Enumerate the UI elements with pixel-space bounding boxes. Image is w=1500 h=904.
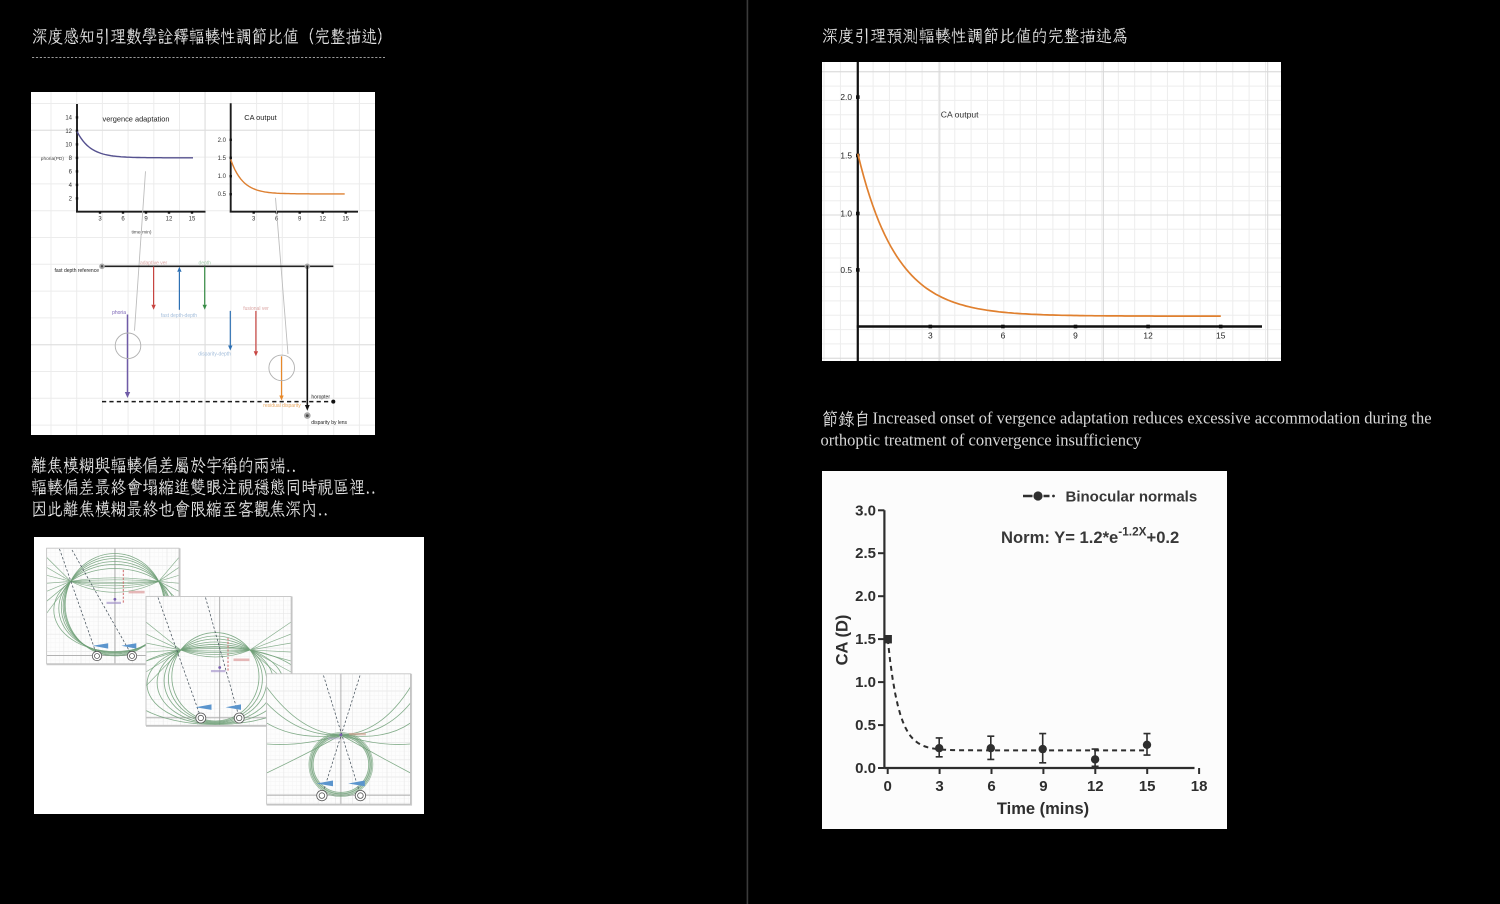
svg-text:orthoptic treatment of converg: orthoptic treatment of convergence insuf…: [821, 431, 1143, 450]
svg-text:phoria: phoria: [112, 310, 126, 316]
svg-text:12: 12: [65, 129, 72, 135]
svg-text:0.5: 0.5: [840, 265, 852, 275]
svg-text:2.0: 2.0: [218, 138, 227, 144]
svg-text:15: 15: [189, 217, 196, 223]
svg-text:CA output: CA output: [244, 113, 276, 122]
svg-text:CA output: CA output: [941, 110, 979, 120]
svg-text:horopter: horopter: [311, 395, 330, 401]
svg-text:1.5: 1.5: [840, 151, 852, 161]
svg-text:2.0: 2.0: [840, 92, 852, 102]
svg-text:Increased onset of vergence ad: Increased onset of vergence adaptation r…: [873, 409, 1432, 428]
svg-text:8: 8: [69, 156, 73, 162]
svg-text:disparity by lens: disparity by lens: [311, 420, 347, 426]
svg-text:residual disparity: residual disparity: [263, 403, 301, 409]
svg-text:disparity-depth: disparity-depth: [198, 352, 231, 358]
svg-text:1.0: 1.0: [840, 209, 852, 219]
svg-text:9: 9: [298, 217, 302, 223]
svg-text:2.0: 2.0: [855, 588, 876, 605]
svg-text:6: 6: [121, 217, 125, 223]
svg-text:1.0: 1.0: [218, 174, 227, 180]
svg-text:15: 15: [1216, 331, 1226, 341]
svg-text:12: 12: [166, 217, 173, 223]
svg-text:0.0: 0.0: [855, 760, 876, 777]
svg-text:CA (D): CA (D): [834, 615, 852, 666]
svg-text:9: 9: [1073, 331, 1078, 341]
svg-text:6: 6: [987, 778, 995, 795]
svg-text:depth: depth: [198, 260, 211, 266]
svg-text:fast depth reference: fast depth reference: [55, 268, 100, 274]
svg-text:fusional ver: fusional ver: [243, 306, 269, 312]
svg-text:6: 6: [69, 169, 73, 175]
svg-text:10: 10: [65, 142, 72, 148]
svg-text:fast depth-depth: fast depth-depth: [161, 313, 197, 319]
svg-text:0.5: 0.5: [218, 192, 227, 198]
svg-text:4: 4: [69, 183, 73, 189]
svg-text:9: 9: [144, 217, 148, 223]
svg-text:Binocular normals: Binocular normals: [1066, 489, 1198, 506]
svg-text:phoria(PD): phoria(PD): [41, 156, 65, 162]
svg-text:6: 6: [1001, 331, 1006, 341]
svg-text:1.5: 1.5: [218, 156, 227, 162]
svg-text:12: 12: [1087, 778, 1104, 795]
svg-text:2.5: 2.5: [855, 545, 876, 562]
svg-text:3: 3: [935, 778, 943, 795]
svg-text:Time (mins): Time (mins): [997, 800, 1089, 818]
svg-text:9: 9: [1039, 778, 1047, 795]
svg-text:vergence adaptation: vergence adaptation: [103, 115, 170, 124]
svg-text:3: 3: [98, 217, 102, 223]
svg-text:18: 18: [1191, 778, 1208, 795]
svg-text:1.0: 1.0: [855, 674, 876, 691]
svg-text:3.0: 3.0: [855, 502, 876, 519]
svg-text:3: 3: [928, 331, 933, 341]
svg-text:3: 3: [252, 217, 256, 223]
svg-text:1.5: 1.5: [855, 631, 876, 648]
svg-text:Norm: Y= 1.2*e-1.2X+0.2: Norm: Y= 1.2*e-1.2X+0.2: [1001, 525, 1179, 548]
svg-text:12: 12: [319, 217, 326, 223]
svg-text:adaptive ver: adaptive ver: [140, 260, 168, 266]
svg-text:15: 15: [1139, 778, 1156, 795]
svg-text:15: 15: [342, 217, 349, 223]
svg-text:14: 14: [65, 115, 72, 121]
svg-text:2: 2: [69, 196, 73, 202]
svg-text:12: 12: [1143, 331, 1153, 341]
svg-text:0.5: 0.5: [855, 717, 876, 734]
svg-text:0: 0: [884, 778, 892, 795]
